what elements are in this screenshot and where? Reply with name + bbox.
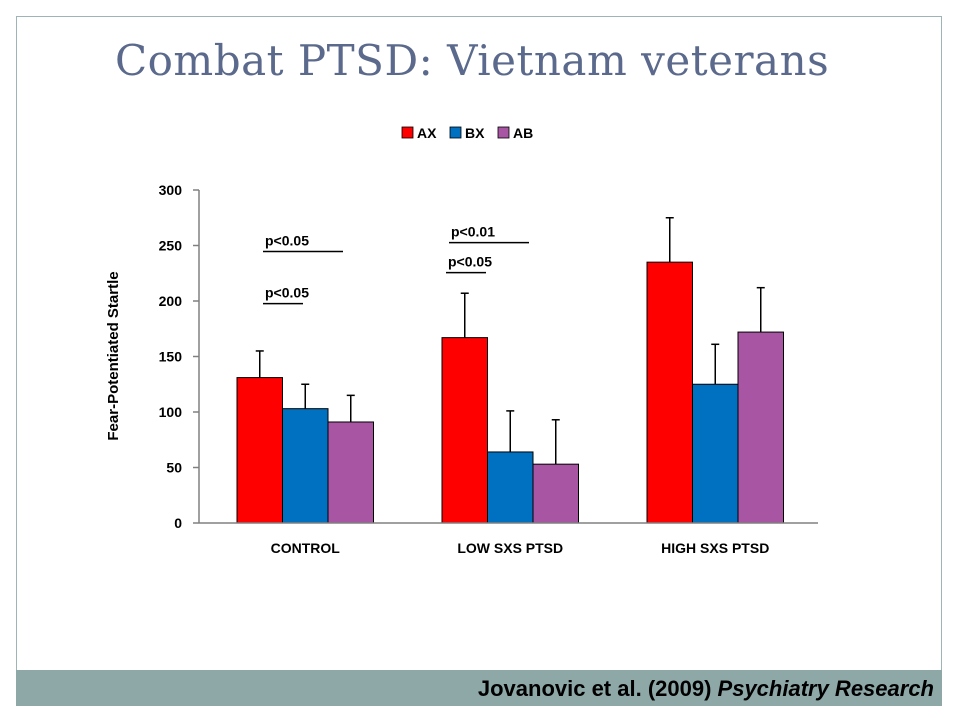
chart-legend: AX BX AB [401,125,533,141]
legend-label-ax: AX [417,125,437,141]
significance-label: p<0.01 [451,224,495,240]
chart-bars [236,217,784,524]
legend-label-bx: BX [465,125,485,141]
significance-label: p<0.05 [448,254,492,270]
y-tick-label: 300 [159,182,183,198]
citation: Jovanovic et al. (2009) Psychiatry Resea… [478,676,934,702]
x-tick-label: CONTROL [271,540,341,556]
y-tick-label: 0 [174,515,182,531]
x-axis: CONTROL LOW SXS PTSD HIGH SXS PTSD [199,522,818,556]
legend-swatch-bx [449,126,462,139]
y-axis-label: Fear-Potentiated Startle [105,271,122,440]
bar-ab [327,421,374,524]
legend-swatch-ax [401,126,414,139]
bar-ab [532,463,579,524]
citation-journal: Psychiatry Research [717,676,934,701]
bar-ax [646,261,693,524]
bar-bx [692,383,739,524]
bar-ax [441,337,488,524]
legend-label-ab: AB [513,125,533,141]
y-tick-label: 250 [159,238,183,254]
slide-title: Combat PTSD: Vietnam veterans [115,36,830,85]
significance-annotations: p<0.05 p<0.05 p<0.01 p<0.05 [263,224,529,305]
y-tick-label: 50 [166,460,182,476]
bar-ab [737,331,784,524]
bar-ax [236,377,283,524]
significance-label: p<0.05 [265,233,309,249]
y-tick-label: 100 [159,404,183,420]
y-axis: 0 50 100 150 200 250 300 [159,182,200,531]
y-tick-label: 200 [159,293,183,309]
significance-label: p<0.05 [265,285,309,301]
footer-band [16,670,942,706]
bar-bx [282,408,329,524]
y-tick-label: 150 [159,349,183,365]
x-tick-label: LOW SXS PTSD [457,540,563,556]
bar-bx [487,451,534,524]
x-tick-label: HIGH SXS PTSD [661,540,769,556]
citation-authors: Jovanovic et al. (2009) [477,676,718,701]
legend-swatch-ab [497,126,510,139]
